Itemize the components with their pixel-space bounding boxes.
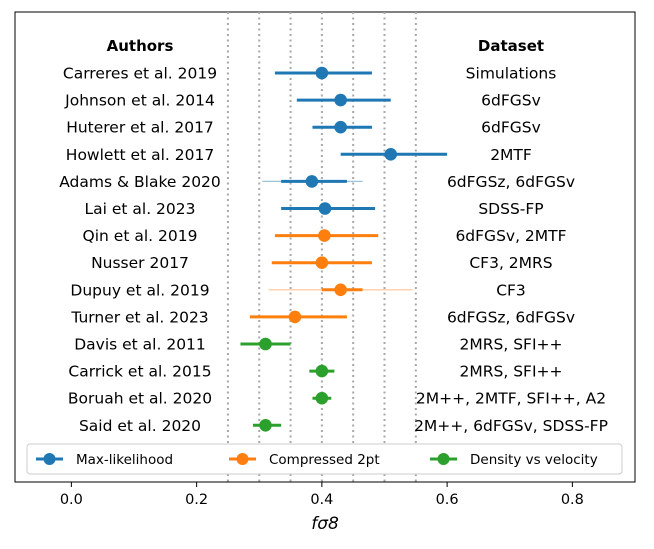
- legend-label: Max-likelihood: [76, 452, 173, 468]
- data-point: [259, 419, 272, 432]
- author-label: Lai et al. 2023: [84, 200, 195, 218]
- legend-frame: [26, 443, 623, 475]
- data-point: [315, 66, 329, 80]
- row-0: Carreres et al. 2019 Simulations: [63, 65, 556, 83]
- author-label: Adams & Blake 2020: [59, 173, 221, 191]
- row-5: Lai et al. 2023 SDSS-FP: [84, 200, 543, 218]
- row-12: Boruah et al. 2020 2M++, 2MTF, SFI++, A2: [68, 390, 606, 408]
- dataset-label: Simulations: [466, 65, 557, 83]
- data-rows: Carreres et al. 2019 Simulations Johnson e…: [59, 65, 608, 435]
- row-8: Dupuy et al. 2019 CF3: [70, 281, 525, 299]
- dataset-label: CF3: [496, 281, 526, 299]
- data-point: [334, 93, 347, 107]
- legend-entry-0: Max-likelihood: [36, 452, 173, 468]
- legend-entry-1: Compressed 2pt: [229, 452, 380, 468]
- row-11: Carrick et al. 2015 2MRS, SFI++: [68, 363, 562, 381]
- author-label: Said et al. 2020: [79, 417, 201, 435]
- legend-marker: [236, 453, 249, 465]
- author-label: Huterer et al. 2017: [66, 119, 214, 137]
- data-point: [318, 202, 332, 215]
- data-point: [334, 283, 347, 297]
- row-10: Davis et al. 2011 2MRS, SFI++: [74, 336, 562, 354]
- row-4: Adams & Blake 2020 6dFGSz, 6dFGSv: [59, 173, 575, 191]
- legend-label: Compressed 2pt: [269, 452, 380, 468]
- data-point: [288, 310, 302, 324]
- legend-marker: [437, 453, 450, 465]
- plot-frame: [14, 11, 636, 483]
- row-3: Howlett et al. 2017 2MTF: [66, 146, 532, 164]
- legend-entry-2: Density vs velocity: [430, 452, 598, 468]
- row-7: Nusser 2017 CF3, 2MRS: [91, 254, 553, 272]
- data-point: [259, 337, 272, 351]
- x-tick-label: 0.0: [60, 492, 83, 508]
- author-label: Howlett et al. 2017: [66, 146, 214, 164]
- row-6: Qin et al. 2019 6dFGSv, 2MTF: [83, 227, 567, 245]
- x-tick-label: 0.8: [561, 492, 584, 508]
- data-point: [315, 256, 329, 270]
- data-point: [305, 175, 319, 188]
- dataset-label: CF3, 2MRS: [469, 254, 552, 272]
- dataset-label: 2MRS, SFI++: [460, 363, 563, 381]
- row-1: Johnson et al. 2014 6dFGSv: [64, 92, 541, 110]
- legend: Max-likelihood Compressed 2pt Density vs v…: [26, 443, 623, 475]
- dataset-label: 6dFGSz, 6dFGSv: [447, 173, 575, 191]
- x-tick-label: 0.2: [185, 492, 208, 508]
- author-label: Carrick et al. 2015: [68, 363, 211, 381]
- header-dataset: Dataset: [478, 37, 544, 55]
- author-label: Johnson et al. 2014: [64, 92, 215, 110]
- x-axis-label: fσ8: [311, 514, 339, 534]
- dataset-label: 2M++, 6dFGSv, SDSS-FP: [414, 417, 608, 435]
- x-tick-label: 0.4: [310, 492, 333, 508]
- dataset-label: 6dFGSv, 2MTF: [455, 227, 566, 245]
- data-point: [315, 364, 329, 378]
- row-2: Huterer et al. 2017 6dFGSv: [66, 119, 541, 137]
- author-label: Boruah et al. 2020: [68, 390, 212, 408]
- x-tick-label: 0.6: [436, 492, 459, 508]
- data-point: [315, 391, 329, 405]
- row-13: Said et al. 2020 2M++, 6dFGSv, SDSS-FP: [79, 417, 608, 435]
- author-label: Carreres et al. 2019: [63, 65, 217, 83]
- row-9: Turner et al. 2023 6dFGSz, 6dFGSv: [70, 308, 575, 326]
- dataset-label: 2MTF: [490, 146, 532, 164]
- dataset-label: 6dFGSv: [481, 92, 541, 110]
- dataset-label: 2M++, 2MTF, SFI++, A2: [416, 390, 606, 408]
- author-label: Turner et al. 2023: [70, 308, 208, 326]
- dataset-label: 6dFGSv: [481, 119, 541, 137]
- legend-label: Density vs velocity: [470, 452, 598, 468]
- dataset-label: 2MRS, SFI++: [460, 336, 563, 354]
- x-axis: 0.0 0.2 0.4 0.6 0.8: [60, 482, 584, 508]
- data-point: [334, 120, 347, 134]
- data-point: [318, 229, 331, 242]
- author-label: Qin et al. 2019: [83, 227, 198, 245]
- dataset-label: 6dFGSz, 6dFGSv: [447, 308, 575, 326]
- author-label: Nusser 2017: [91, 254, 189, 272]
- dataset-label: SDSS-FP: [478, 200, 543, 218]
- author-label: Davis et al. 2011: [74, 336, 206, 354]
- legend-marker: [43, 453, 56, 465]
- author-label: Dupuy et al. 2019: [70, 281, 209, 299]
- data-point: [384, 148, 398, 161]
- header-authors: Authors: [107, 37, 174, 55]
